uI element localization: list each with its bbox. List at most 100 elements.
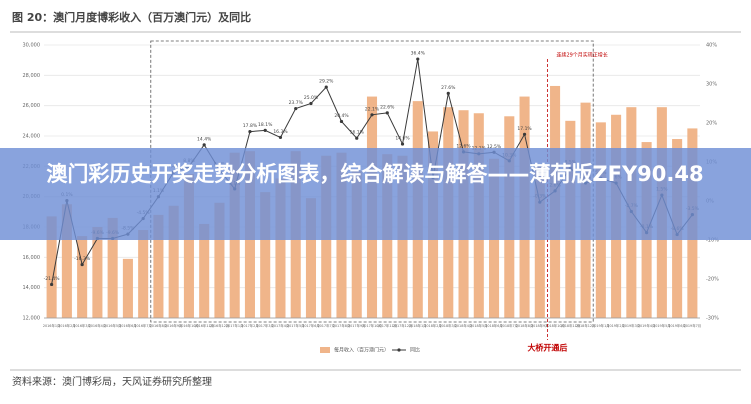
bar [92, 227, 103, 318]
banner-box: 澳门彩历史开奖走势分析图表，综合解读与解答——薄荷版ZFY90.48 [46, 162, 704, 186]
x-tick-label: 2017年8月 [333, 323, 351, 328]
x-tick-label: 2018年4月 [455, 323, 473, 328]
bar [199, 223, 210, 318]
bar [305, 198, 317, 318]
data-label: 12.5% [487, 144, 502, 150]
line-point [339, 119, 344, 124]
legend-label: 同比 [410, 347, 420, 354]
x-tick-label: 2016年3月 [73, 323, 91, 328]
x-tick-label: 2019年2月 [607, 323, 625, 328]
data-label: 25.0% [304, 95, 319, 101]
line-point [294, 106, 298, 111]
y2-tick-label: -30% [706, 316, 719, 322]
data-label: 20.4% [334, 113, 349, 119]
line-point [202, 143, 206, 147]
x-tick-label: 2016年11月 [194, 323, 214, 328]
data-label: 23.7% [289, 100, 304, 106]
y-tick-label: 26,000 [23, 103, 41, 109]
y2-tick-label: 30% [706, 82, 717, 88]
x-tick-label: 2018年3月 [439, 323, 457, 328]
x-tick-label: 2018年1月 [409, 323, 427, 328]
annotation: 连续29个月实现正增长 [556, 52, 607, 59]
line-point [370, 113, 374, 117]
data-label: -16.3% [74, 256, 91, 262]
line-point [522, 132, 527, 136]
x-tick-label: 2019年3月 [623, 323, 641, 328]
data-label: 14.6% [395, 136, 410, 142]
x-tick-label: 2016年1月 [43, 323, 61, 328]
x-tick-label: 2018年2月 [424, 323, 442, 328]
data-label: 12.6% [456, 143, 471, 149]
x-tick-label: 2017年10月 [362, 323, 382, 328]
x-tick-label: 2016年8月 [150, 323, 168, 328]
x-tick-label: 2018年11月 [560, 323, 580, 328]
x-tick-label: 2018年8月 [516, 323, 534, 328]
bar [77, 236, 88, 318]
y-tick-label: 14,000 [23, 285, 41, 291]
x-tick-label: 2018年5月 [470, 323, 488, 328]
bar [46, 216, 57, 318]
bar [534, 164, 545, 318]
x-tick-label: 2017年4月 [272, 323, 290, 328]
y2-tick-label: 20% [706, 121, 717, 127]
line-point [400, 142, 405, 146]
x-tick-label: 2017年7月 [317, 323, 335, 328]
bar [107, 217, 118, 318]
data-label: 22.6% [380, 104, 395, 110]
y2-tick-label: -10% [706, 238, 719, 244]
x-tick-label: 2018年12月 [576, 323, 596, 328]
x-tick-label: 2017年1月 [226, 323, 244, 328]
data-label: -21.4% [44, 276, 61, 282]
x-tick-label: 2016年10月 [179, 323, 199, 328]
banner-title: 澳门彩历史开奖走势分析图表，综合解读与解答——薄荷版ZFY90.48 [46, 162, 704, 186]
line-point [324, 85, 328, 89]
line-point [446, 91, 450, 95]
x-tick-label: 2016年4月 [89, 323, 107, 328]
x-tick-label: 2018年10月 [545, 323, 565, 328]
bar [214, 202, 225, 318]
bar [351, 170, 362, 318]
line-point [80, 262, 84, 267]
x-tick-label: 2019年6月 [668, 323, 686, 328]
y-tick-label: 24,000 [23, 134, 41, 140]
x-tick-label: 2017年5月 [287, 323, 305, 328]
line-point [385, 111, 389, 115]
y2-tick-label: 40% [706, 43, 717, 49]
line-point [416, 57, 420, 61]
x-tick-label: 2017年2月 [241, 323, 259, 328]
bar [183, 173, 194, 318]
x-tick-label: 2019年4月 [638, 323, 656, 328]
data-label: 17.1% [517, 126, 532, 132]
x-tick-label: 2018年9月 [531, 323, 549, 328]
legend-swatch [397, 348, 401, 352]
data-label: 27.6% [441, 85, 456, 91]
x-tick-label: 2019年1月 [592, 323, 610, 328]
x-tick-label: 2016年9月 [165, 323, 183, 328]
x-tick-label: 2017年6月 [302, 323, 320, 328]
data-label: 22.1% [365, 106, 380, 112]
x-tick-label: 2017年12月 [393, 323, 413, 328]
banner-band [0, 148, 751, 240]
line-point [278, 135, 283, 140]
x-tick-label: 2016年5月 [104, 323, 122, 328]
data-label: 29.2% [319, 79, 334, 85]
x-tick-label: 2018年7月 [501, 323, 519, 328]
data-label: 17.8% [243, 123, 258, 129]
chart-title: 图 20：澳门月度博彩收入（百万澳门元）及同比 [12, 10, 251, 24]
bar [168, 205, 179, 318]
bar [138, 230, 149, 318]
legend-label: 每月收入（百万澳门元） [334, 347, 389, 354]
x-tick-label: 2017年9月 [348, 323, 366, 328]
data-label: 16.3% [273, 129, 288, 135]
bar [61, 204, 72, 318]
annotation: 大桥开通后 [527, 343, 567, 353]
bar [260, 192, 271, 318]
y-tick-label: 28,000 [23, 73, 41, 79]
x-tick-label: 2017年3月 [256, 323, 274, 328]
y2-tick-label: -20% [706, 277, 719, 283]
legend-swatch [320, 347, 330, 353]
y-tick-label: 12,000 [23, 316, 41, 322]
data-label: 14.4% [197, 136, 212, 142]
x-tick-label: 2016年6月 [119, 323, 137, 328]
data-label: 18.1% [258, 122, 273, 128]
